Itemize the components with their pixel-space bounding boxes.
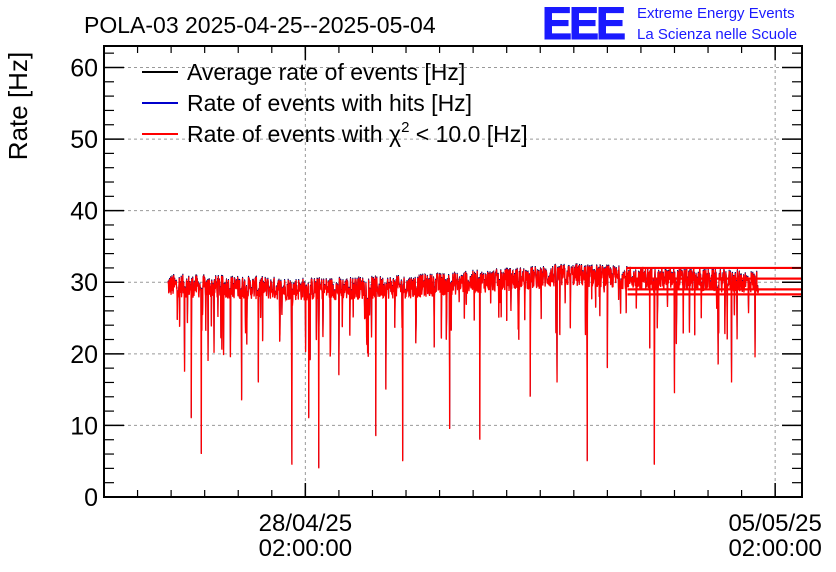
eee-logo: EEE Extreme Energy Events La Scienza nel… [542,0,798,50]
x-tick-label-date: 05/05/25 [728,510,821,537]
y-tick-label: 20 [70,341,98,369]
y-tick-label: 30 [70,269,98,297]
plot-frame [103,45,803,498]
y-tick-label: 60 [70,54,98,82]
y-tick-label: 0 [84,484,98,512]
y-tick-label: 10 [70,412,98,440]
logo-line-1: Extreme Energy Events [637,5,795,22]
y-tick-label: 40 [70,198,98,226]
legend-label: Rate of events with hits [Hz] [187,90,472,116]
chart-title: POLA-03 2025-04-25--2025-05-04 [84,12,436,38]
y-tick-label: 50 [70,126,98,154]
logo-eee: EEE [542,0,625,49]
x-tick-label-time: 02:00:00 [259,535,352,562]
series-rate-chi2 [167,264,760,469]
data-series [167,263,802,469]
legend: Average rate of events [Hz] Rate of event… [142,59,528,147]
x-tick-label-time: 02:00:00 [728,535,821,562]
x-tick-label-date: 28/04/25 [259,510,352,537]
logo-line-2: La Scienza nelle Scuole [637,26,797,43]
legend-label: Average rate of events [Hz] [187,59,465,85]
y-axis-label: Rate [Hz] [3,52,33,160]
legend-label: Rate of events with χ2 < 10.0 [Hz] [187,119,528,147]
y-axis: 0 10 20 30 40 50 60 [70,52,802,512]
